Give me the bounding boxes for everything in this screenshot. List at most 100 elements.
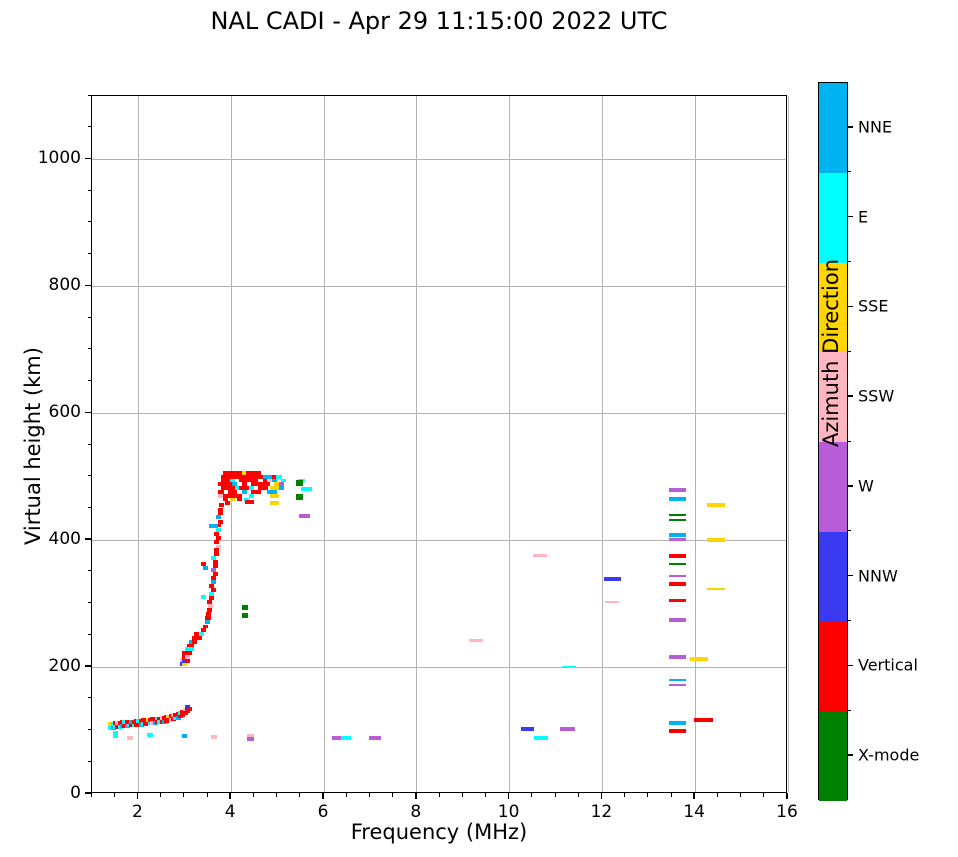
- y-tick-label: 600: [48, 402, 81, 423]
- echo-point: [245, 500, 255, 504]
- colorbar-tick: [848, 664, 853, 667]
- colorbar-axis-label: Azimuth Direction: [819, 258, 843, 448]
- echo-point: [248, 493, 254, 498]
- y-tick-label: 200: [48, 656, 81, 677]
- echo-point: [669, 537, 686, 542]
- echo-point: [202, 624, 208, 629]
- colorbar-minor-tick: [848, 350, 851, 352]
- echo-point: [209, 596, 215, 600]
- echo-point: [255, 490, 261, 494]
- echo-point: [243, 486, 250, 491]
- echo-point: [669, 598, 686, 603]
- echo-point: [213, 540, 219, 544]
- echo-point: [212, 564, 218, 569]
- colorbar-segment: [819, 262, 847, 353]
- echo-point: [200, 595, 206, 600]
- echo-point: [239, 478, 245, 483]
- echo-point: [669, 683, 686, 687]
- echo-point: [185, 705, 191, 709]
- colorbar-minor-tick: [848, 171, 851, 173]
- echo-point: [271, 478, 277, 483]
- x-minor-tick: [299, 793, 301, 797]
- x-tick: [600, 793, 603, 799]
- echo-point: [267, 478, 273, 483]
- echo-point: [225, 486, 231, 491]
- echo-point: [239, 486, 245, 491]
- echo-point: [215, 544, 221, 549]
- echo-point: [230, 478, 236, 483]
- y-tick: [85, 411, 91, 414]
- echo-point: [604, 576, 621, 581]
- gridline-y: [92, 412, 786, 414]
- echo-point: [247, 736, 255, 741]
- colorbar-minor-tick: [848, 440, 851, 442]
- echo-point: [215, 523, 221, 528]
- echo-point: [250, 471, 256, 475]
- colorbar: [818, 82, 848, 801]
- x-minor-tick: [252, 793, 254, 797]
- x-minor-tick: [740, 793, 742, 797]
- echo-point: [212, 560, 218, 565]
- echo-point: [669, 518, 686, 522]
- echo-point: [225, 501, 231, 506]
- colorbar-tick-label: SSW: [858, 386, 895, 406]
- echo-point: [669, 563, 686, 566]
- echo-point: [264, 482, 270, 487]
- echo-point: [227, 490, 233, 494]
- echo-point: [532, 553, 547, 558]
- echo-point: [208, 604, 214, 609]
- echo-point: [208, 524, 219, 529]
- y-tick: [85, 665, 91, 667]
- echo-point: [253, 474, 259, 479]
- echo-point: [211, 580, 217, 584]
- echo-point: [193, 632, 199, 636]
- echo-point: [669, 721, 686, 725]
- echo-point: [237, 497, 243, 502]
- gridline-x: [694, 96, 696, 792]
- x-tick-label: 10: [497, 802, 520, 822]
- y-tick-label: 1000: [37, 148, 81, 169]
- echo-point: [243, 474, 250, 479]
- x-tick: [415, 793, 417, 799]
- y-minor-tick: [87, 602, 91, 604]
- gridline-y: [92, 285, 786, 287]
- y-tick: [85, 284, 91, 287]
- x-minor-tick: [716, 793, 718, 797]
- echo-point: [232, 493, 238, 498]
- y-tick-label: 800: [48, 275, 81, 296]
- x-minor-tick: [276, 793, 278, 797]
- echo-point: [669, 655, 686, 659]
- echo-point: [200, 628, 206, 633]
- echo-point: [255, 482, 261, 487]
- x-minor-tick: [554, 793, 556, 797]
- echo-point: [520, 727, 534, 732]
- echo-point: [281, 478, 287, 483]
- y-minor-tick: [87, 729, 91, 731]
- echo-point: [213, 531, 219, 536]
- x-minor-tick: [345, 793, 347, 797]
- x-axis-label: Frequency (MHz): [350, 820, 528, 844]
- echo-point: [218, 482, 224, 487]
- y-minor-tick: [87, 506, 91, 508]
- y-tick: [85, 538, 91, 540]
- echo-point: [212, 571, 218, 576]
- x-minor-tick: [484, 793, 486, 797]
- echo-point: [207, 599, 213, 604]
- x-minor-tick: [206, 793, 208, 797]
- echo-point: [227, 471, 233, 475]
- echo-point: [182, 662, 188, 667]
- colorbar-segment: [819, 442, 847, 532]
- y-minor-tick: [87, 760, 91, 762]
- echo-point: [213, 552, 219, 557]
- echo-point: [562, 666, 576, 669]
- echo-point: [232, 490, 238, 494]
- y-minor-tick: [87, 697, 91, 699]
- echo-point: [184, 658, 190, 663]
- echo-point: [180, 709, 186, 714]
- x-minor-tick: [90, 793, 92, 797]
- echo-point: [269, 486, 279, 491]
- echo-point: [181, 734, 187, 739]
- echo-point: [211, 588, 217, 593]
- echo-point: [669, 729, 686, 734]
- echo-point: [669, 554, 686, 558]
